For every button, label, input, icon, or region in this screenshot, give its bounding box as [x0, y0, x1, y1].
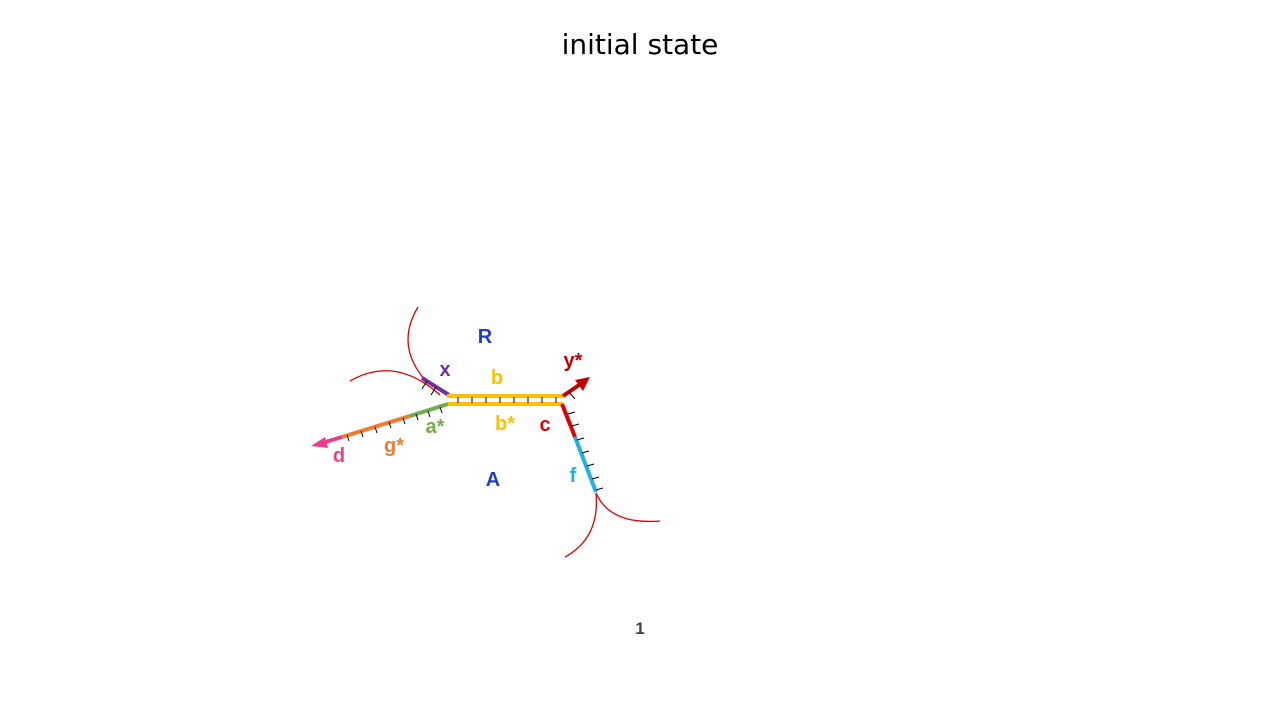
label-d: d	[333, 445, 345, 467]
label-b-star: b*	[495, 413, 515, 435]
slide-title: initial state	[561, 28, 719, 61]
boundary-arc-bottom	[564, 492, 598, 558]
base-pair-ticks	[346, 380, 604, 491]
boundary-arc-top-left	[407, 306, 426, 381]
boundary-arc-left	[349, 370, 441, 396]
strand-c	[560, 403, 577, 438]
strand-f	[573, 436, 598, 493]
strand-g-star	[341, 414, 411, 439]
strand-x	[420, 376, 451, 397]
label-f: f	[570, 465, 577, 487]
label-y-star: y*	[564, 350, 583, 372]
arrowhead-d	[311, 437, 328, 448]
arrowhead-y-star	[575, 377, 590, 391]
boundary-arcs	[349, 306, 661, 558]
label-b: b	[491, 367, 503, 389]
label-g-star: g*	[384, 435, 404, 457]
region-label-r: R	[478, 326, 493, 348]
label-a-star: a*	[426, 416, 445, 438]
page-number: 1	[635, 619, 645, 638]
boundary-arc-bottom-right	[595, 492, 661, 523]
region-label-a: A	[486, 469, 500, 491]
label-x: x	[439, 359, 450, 381]
label-c: c	[539, 414, 550, 436]
